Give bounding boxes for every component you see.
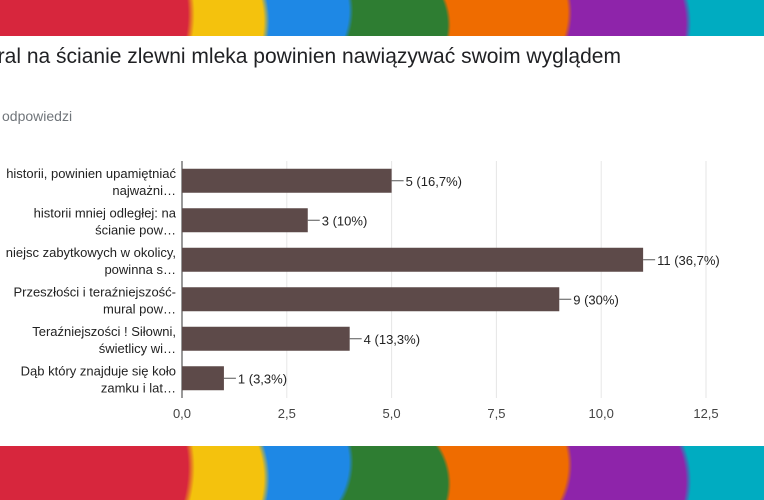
- bar-chart: 0,0 2,5 5,0 7,5 10,0 12,5 historii, powinien …: [6, 161, 720, 421]
- response-count: odpowiedzi: [2, 108, 73, 124]
- bars: [182, 168, 644, 391]
- category-label-line: Przeszłości i teraźniejszość-: [13, 284, 176, 299]
- category-label-line: najważni…: [112, 183, 176, 198]
- decorative-banner-top: [0, 0, 764, 36]
- question-title-line1: ural na ścianie zlewni mleka powinien na…: [0, 45, 621, 68]
- bar: [182, 168, 392, 193]
- data-label: 3 (10%): [322, 213, 368, 228]
- data-label: 5 (16,7%): [406, 174, 462, 189]
- category-label: niejsc zabytkowych w okolicy, powinna s…: [6, 245, 176, 277]
- axis-ticks: 0,0 2,5 5,0 7,5 10,0 12,5: [173, 406, 719, 421]
- category-label: historii, powinien upamiętniać najważni…: [6, 166, 176, 198]
- category-label-line: świetlicy wi…: [99, 341, 176, 356]
- bar: [182, 208, 308, 233]
- category-label-line: historii, powinien upamiętniać: [6, 166, 176, 181]
- decorative-banner-bottom: [0, 446, 764, 500]
- question-title: ural na ścianie zlewni mleka powinien na…: [0, 42, 746, 102]
- category-label-line: niejsc zabytkowych w okolicy,: [6, 245, 176, 260]
- category-label-line: mural pow…: [103, 301, 176, 316]
- x-tick-label: 12,5: [693, 406, 718, 421]
- category-label-line: Dąb który znajduje się koło: [21, 363, 176, 378]
- question-card: ural na ścianie zlewni mleka powinien na…: [0, 36, 764, 446]
- category-label-line: zamku i lat…: [101, 380, 176, 395]
- category-label: Przeszłości i teraźniejszość-mural pow…: [13, 284, 176, 316]
- x-tick-label: 7,5: [487, 406, 505, 421]
- category-label-line: historii mniej odległej: na: [34, 205, 177, 220]
- category-label-line: ścianie pow…: [95, 222, 176, 237]
- category-label-line: powinna s…: [104, 262, 176, 277]
- data-label: 1 (3,3%): [238, 371, 287, 386]
- category-label: Teraźniejszości ! Siłowni, świetlicy wi…: [32, 324, 176, 356]
- data-label: 11 (36,7%): [657, 253, 720, 268]
- bar: [182, 366, 224, 391]
- grid-lines: [181, 161, 707, 398]
- bar: [182, 326, 350, 351]
- category-label: historii mniej odległej: na ścianie pow…: [34, 205, 177, 237]
- data-label: 4 (13,3%): [364, 332, 420, 347]
- x-tick-label: 5,0: [383, 406, 401, 421]
- data-labels: 5 (16,7%) 3 (10%) 11 (36,7%) 9 (30%) 4 (13,3…: [223, 174, 720, 386]
- x-tick-label: 0,0: [173, 406, 191, 421]
- x-tick-label: 10,0: [589, 406, 614, 421]
- category-label: Dąb który znajduje się koło zamku i lat…: [21, 363, 176, 395]
- category-labels: historii, powinien upamiętniać najważni…h…: [6, 166, 177, 396]
- category-label-line: Teraźniejszości ! Siłowni,: [32, 324, 176, 339]
- x-tick-label: 2,5: [278, 406, 296, 421]
- bar: [182, 287, 560, 312]
- bar: [182, 247, 644, 272]
- data-label: 9 (30%): [573, 292, 619, 307]
